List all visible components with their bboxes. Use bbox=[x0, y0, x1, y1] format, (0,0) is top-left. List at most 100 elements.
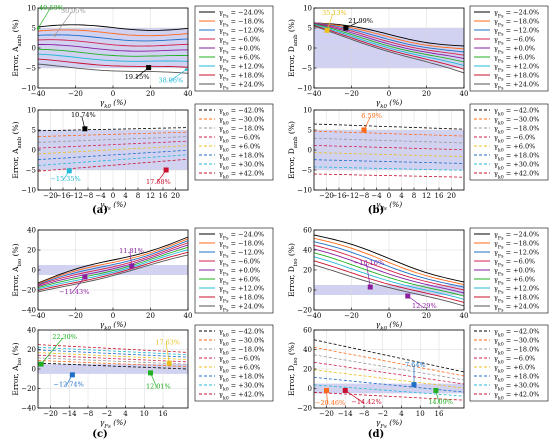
y-tick-label: 20 bbox=[27, 247, 36, 255]
y-tick-label: 0 bbox=[308, 45, 312, 53]
annotation-marker bbox=[405, 293, 411, 299]
x-tick-label: 40 bbox=[460, 90, 469, 98]
y-tick-label: −5 bbox=[302, 167, 312, 175]
series-line bbox=[314, 244, 464, 291]
x-tick-label: 0 bbox=[387, 192, 391, 200]
legend-entry: γFs = +24.0% bbox=[219, 303, 264, 314]
y-tick-label: 40 bbox=[27, 227, 36, 235]
series-line bbox=[314, 369, 464, 389]
x-tick-label: 0 bbox=[387, 312, 391, 320]
chart-c2: −20 −14 −8 −2 4 10 16 −40 −20 0 20 40 γFs (%) Error, … bbox=[11, 324, 274, 430]
annotation-arrow bbox=[37, 8, 51, 29]
series-line bbox=[38, 244, 188, 287]
series-line bbox=[314, 166, 464, 171]
series-line bbox=[314, 252, 464, 297]
y-tick-label: 0 bbox=[308, 385, 312, 393]
x-tick-label: 4 bbox=[123, 410, 128, 418]
legend-entry: γFs = −12.0% bbox=[494, 249, 539, 260]
series-line bbox=[38, 53, 188, 62]
series-line bbox=[38, 29, 188, 37]
annotation-label: −10.16% bbox=[354, 259, 384, 267]
y-tick-label: −5 bbox=[26, 167, 36, 175]
series-line bbox=[38, 131, 188, 137]
x-tick-label: 8 bbox=[136, 192, 140, 200]
series-line bbox=[314, 248, 464, 294]
series-line bbox=[38, 149, 188, 161]
legend-entry: γFs = −18.0% bbox=[494, 240, 539, 251]
x-tick-label: 10 bbox=[416, 410, 425, 418]
caption: (d) bbox=[368, 429, 384, 440]
legend-entry: γk0 = −42.0% bbox=[494, 328, 539, 339]
legend-entry: γFs = +6.0% bbox=[219, 54, 260, 65]
legend-entry: γk0 = −6.0% bbox=[219, 355, 260, 366]
annotation-label: −12.74% bbox=[54, 381, 84, 389]
series-line bbox=[314, 354, 464, 381]
legend-entry: γFs = −24.0% bbox=[494, 9, 539, 20]
y-tick-label: −40 bbox=[21, 405, 36, 413]
series-line bbox=[314, 22, 464, 56]
series-group bbox=[314, 123, 464, 178]
annotation-arrowhead bbox=[36, 27, 40, 30]
x-tick-label: −40 bbox=[31, 312, 46, 320]
series-line bbox=[38, 360, 188, 367]
series-line bbox=[314, 24, 464, 66]
series-group bbox=[38, 127, 188, 172]
series-line bbox=[314, 241, 464, 288]
x-tick-label: −8 bbox=[359, 192, 369, 200]
x-tick-label: 16 bbox=[159, 410, 168, 418]
y-tick-label: 0 bbox=[32, 45, 36, 53]
series-line bbox=[38, 136, 188, 143]
legend-box bbox=[469, 324, 549, 402]
x-tick-label: −12 bbox=[344, 192, 359, 200]
series-line bbox=[38, 362, 188, 370]
legend-entry: γFs = +0.0% bbox=[494, 45, 535, 56]
x-tick-label: 12 bbox=[146, 192, 155, 200]
chart-a1: −40 −20 0 20 40 −10 −5 0 5 10 γk0 (%) Error, Aamb (… bbox=[11, 4, 274, 110]
legend-entry: γk0 = +42.0% bbox=[219, 170, 264, 181]
legend-entry: γFs = −6.0% bbox=[219, 258, 260, 269]
x-tick-label: −20 bbox=[43, 410, 58, 418]
annotation-marker bbox=[433, 387, 439, 393]
series-line bbox=[38, 58, 188, 68]
series-line bbox=[314, 145, 464, 151]
annotation-arrow bbox=[345, 390, 365, 404]
series-line bbox=[38, 63, 188, 74]
x-tick-label: −20 bbox=[344, 312, 359, 320]
x-tick-label: −2 bbox=[378, 410, 388, 418]
series-line bbox=[38, 357, 188, 365]
series-line bbox=[38, 242, 188, 286]
series-line bbox=[314, 264, 464, 307]
legend-entry: γFs = +6.0% bbox=[494, 54, 535, 65]
series-line bbox=[38, 254, 188, 293]
legend-entry: γk0 = +30.0% bbox=[219, 382, 264, 393]
legend-entry: γFs = +6.0% bbox=[219, 276, 260, 287]
x-tick-label: 20 bbox=[422, 312, 431, 320]
series-line bbox=[314, 22, 464, 47]
x-tick-label: −20 bbox=[43, 192, 58, 200]
annotation-label: 11.81% bbox=[119, 247, 144, 255]
series-line bbox=[314, 22, 464, 50]
legend-entry: γk0 = +6.0% bbox=[494, 143, 535, 154]
x-tick-label: 12 bbox=[422, 192, 431, 200]
y-tick-label: −5 bbox=[302, 65, 312, 73]
series-line bbox=[314, 137, 464, 144]
annotation-label: 6.59% bbox=[361, 112, 382, 120]
y-tick-label: −5 bbox=[26, 65, 36, 73]
legend-entry: γFs = −6.0% bbox=[494, 258, 535, 269]
y-tick-label: 20 bbox=[303, 366, 312, 374]
x-tick-label: 16 bbox=[159, 192, 168, 200]
annotation-marker bbox=[82, 274, 88, 280]
series-group bbox=[38, 236, 188, 293]
x-axis-label: γFs (%) bbox=[100, 200, 126, 212]
x-tick-label: 20 bbox=[422, 90, 431, 98]
y-tick-label: −20 bbox=[21, 385, 36, 393]
legend-entry: γk0 = −6.0% bbox=[494, 355, 535, 366]
annotation-marker bbox=[342, 387, 348, 393]
legend-entry: γk0 = +18.0% bbox=[494, 152, 539, 163]
series-line bbox=[314, 377, 464, 393]
series-line bbox=[38, 344, 188, 353]
caption: (a) bbox=[92, 205, 108, 216]
x-tick-label: 4 bbox=[123, 192, 128, 200]
